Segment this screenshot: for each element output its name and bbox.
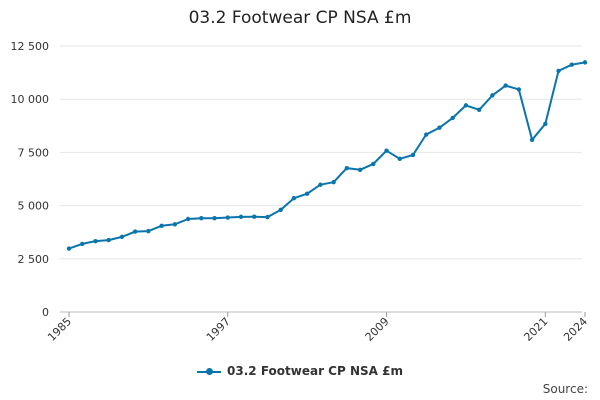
data-point <box>304 191 310 196</box>
data-point <box>172 222 178 227</box>
data-point <box>529 137 535 143</box>
data-point <box>357 167 363 173</box>
data-point <box>225 215 230 220</box>
x-tick-label: 2024 <box>561 315 590 344</box>
data-point <box>516 87 522 92</box>
data-point <box>344 165 350 171</box>
data-point <box>410 152 416 158</box>
chart-title: 03.2 Footwear CP NSA £m <box>188 8 412 28</box>
x-tick-label: 1997 <box>204 315 233 344</box>
data-point <box>556 68 561 74</box>
data-point <box>238 214 244 220</box>
data-point <box>503 83 508 88</box>
y-tick-label: 0 <box>42 306 49 319</box>
data-point <box>543 121 548 127</box>
y-tick-label: 7 500 <box>18 146 50 159</box>
y-tick-label: 5 000 <box>18 200 50 213</box>
legend-swatch <box>197 367 222 377</box>
data-point <box>278 207 283 213</box>
data-point <box>463 103 469 108</box>
data-point <box>212 215 217 221</box>
data-point <box>397 156 402 161</box>
data-point <box>185 216 191 222</box>
legend-label: 03.2 Footwear CP NSA £m <box>227 364 403 378</box>
data-point <box>582 60 588 65</box>
y-tick-label: 12 500 <box>11 40 50 53</box>
data-point <box>159 223 164 229</box>
y-tick-label: 2 500 <box>18 253 50 266</box>
data-point <box>146 228 151 234</box>
legend[interactable]: 03.2 Footwear CP NSA £m <box>0 364 600 378</box>
data-point <box>66 246 72 251</box>
y-tick-label: 10 000 <box>11 93 50 106</box>
data-point <box>437 125 442 130</box>
data-point <box>450 115 455 121</box>
data-point <box>199 215 204 221</box>
data-point <box>93 238 98 244</box>
x-tick-label: 1985 <box>45 315 74 344</box>
data-point <box>424 132 429 137</box>
data-point <box>252 214 257 219</box>
data-point <box>119 234 125 240</box>
data-point <box>132 229 138 234</box>
series-line <box>68 61 586 250</box>
data-point <box>291 195 297 201</box>
data-point <box>265 214 270 220</box>
data-point <box>490 93 495 98</box>
x-tick-label: 2021 <box>521 315 550 344</box>
data-point <box>106 237 111 243</box>
source-label: Source: <box>542 382 588 396</box>
data-point <box>318 182 323 187</box>
data-point <box>331 179 336 185</box>
data-point <box>569 62 574 67</box>
data-point <box>476 107 482 113</box>
data-point <box>80 241 85 247</box>
x-tick-label: 2009 <box>363 315 392 344</box>
data-point <box>371 161 376 167</box>
data-point <box>384 148 389 153</box>
